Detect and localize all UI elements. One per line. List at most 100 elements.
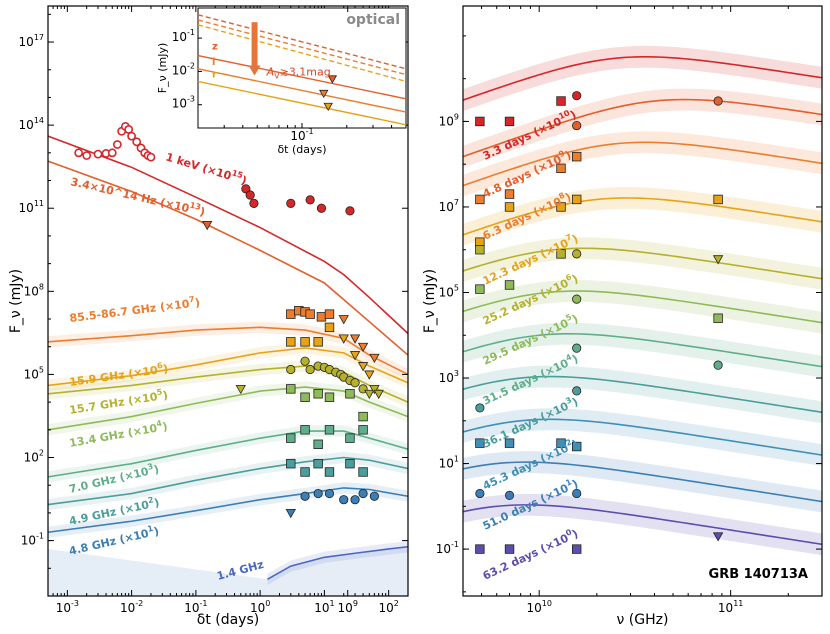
spec-point-5-2 (572, 294, 582, 304)
curve-6 (47, 430, 409, 478)
inset-dashed-0 (197, 14, 407, 70)
right-xtick-label-1-base: 10 (526, 601, 541, 615)
inset-band-2: r (212, 69, 217, 80)
point-4-3 (305, 364, 315, 375)
right-xtick-label-1-exp: 10 (542, 599, 552, 608)
spec-band-0 (463, 45, 822, 112)
left-label-3-exp: 6 (156, 361, 163, 371)
curve-9 (267, 545, 409, 581)
point-2-3 (305, 309, 315, 319)
left-xtick-label-1-exp: -2 (135, 599, 143, 608)
point-2-0 (286, 309, 296, 319)
right-xtick-label-2-exp: 11 (733, 599, 743, 608)
right-label-10-close: ) (570, 527, 580, 541)
spec-point-10-3 (712, 532, 724, 542)
right-ytick-label-1-base: 10 (439, 457, 454, 471)
right-label-9-close: ) (570, 477, 580, 491)
left-label-7-exp: 2 (147, 495, 154, 505)
left-ytick-label-4-base: 10 (19, 201, 34, 215)
inset-ylabel: F_ν (mJy) (156, 43, 169, 94)
left-ytick-label-1: 102 (24, 449, 44, 465)
point-0-9 (127, 131, 137, 141)
left-ytick-label-6-base: 10 (19, 35, 34, 49)
left-xtick-label-0-exp: -3 (71, 599, 79, 608)
band-9 (267, 541, 408, 585)
right-label-5-exp: 5 (564, 312, 573, 323)
spec-point-0-2 (556, 96, 566, 106)
left-ytick-label-2-exp: 5 (39, 365, 44, 374)
left-xtick-label-0-base: 10 (56, 601, 71, 615)
point-7-3 (324, 467, 335, 477)
inset-ytick-label-0-exp: -3 (187, 95, 195, 104)
left-ytick-label-3-base: 10 (24, 284, 39, 298)
inset-band-0: z (212, 42, 218, 53)
spec-point-4-3 (712, 255, 724, 265)
spec-band-10 (463, 493, 822, 556)
spec-curve-4 (462, 247, 823, 280)
spec-curve-5 (462, 290, 823, 324)
spec-band-9 (463, 451, 822, 513)
point-5-5 (358, 411, 368, 422)
point-0-18 (286, 198, 296, 208)
spec-point-5-1 (504, 280, 515, 290)
inset-dashed-2 (197, 24, 407, 83)
point-3-3 (324, 322, 335, 333)
right-label-10-text: 63.2 days (×10 (481, 531, 571, 582)
inset-ytick-label-2: 10-1 (172, 28, 195, 44)
inset-xtick-label-0: 10-1 (290, 127, 313, 143)
point-4-15 (373, 389, 384, 400)
left-frame (47, 5, 409, 597)
right-label-7-exp: 3 (564, 395, 573, 406)
left-xtick-label-2: 10-1 (184, 599, 207, 615)
left-ytick-label-1-exp: 2 (39, 449, 44, 458)
right-title: GRB 140713A (709, 567, 808, 582)
spec-point-2-0 (475, 194, 485, 205)
left-label-4-close: ) (162, 389, 169, 403)
point-3-1 (300, 337, 310, 347)
point-0-21 (345, 206, 355, 216)
point-8-3 (324, 488, 335, 499)
spec-band-5 (463, 280, 822, 334)
right-label-3-exp: 7 (564, 232, 573, 243)
left-ytick-label-4-exp: 11 (34, 199, 44, 208)
left-xtick-label-5: 102 (378, 599, 398, 615)
inset-annotation: AV≳3.1mag (266, 65, 331, 80)
left-label-0: 1 keV (×1015) (164, 149, 249, 188)
inset-ytick-label-0: 10-3 (172, 95, 195, 111)
point-4-2 (300, 356, 310, 366)
inset-annotation-a: A (266, 65, 275, 78)
left-xtick-label-5-base: 10 (378, 601, 393, 615)
right-ytick-label-2: 103 (439, 369, 459, 385)
spec-point-0-1 (504, 116, 515, 127)
left-xtick-label-4-exp: 1 (329, 599, 334, 608)
point-4-14 (369, 384, 380, 395)
right-label-2-exp: 8 (557, 191, 566, 202)
spec-band-6 (463, 322, 822, 378)
spec-point-2-2 (556, 163, 566, 174)
point-3-7 (364, 370, 375, 380)
point-7-5 (358, 467, 368, 477)
left-ytick-label-0: 10-1 (21, 532, 44, 548)
inset-ytick-label-1: 10-2 (172, 61, 195, 77)
spec-point-10-0 (475, 544, 485, 554)
inset-solid-1 (197, 68, 407, 113)
point-5-4 (345, 389, 355, 399)
left-ytick-label-0-base: 10 (21, 534, 36, 548)
point-1-0 (202, 221, 213, 231)
spec-curve-2 (462, 141, 823, 187)
left-label-0-close: ) (240, 174, 249, 188)
left-xtick-label-1: 10-2 (120, 599, 143, 615)
inset-ytick-label-0-base: 10 (172, 97, 187, 111)
spec-point-5-3 (713, 313, 723, 323)
right-label-4-exp: 6 (564, 272, 573, 283)
spec-curve-0 (462, 56, 823, 101)
spec-point-9-0 (475, 488, 485, 499)
right-ytick-label-5-exp: 9 (454, 112, 459, 121)
right-ytick-label-3-base: 10 (439, 285, 454, 299)
point-8-7 (369, 491, 379, 501)
spec-point-5-0 (475, 284, 485, 294)
inset-xtick-label-0-base: 10 (290, 129, 305, 143)
curve-2 (47, 326, 409, 376)
